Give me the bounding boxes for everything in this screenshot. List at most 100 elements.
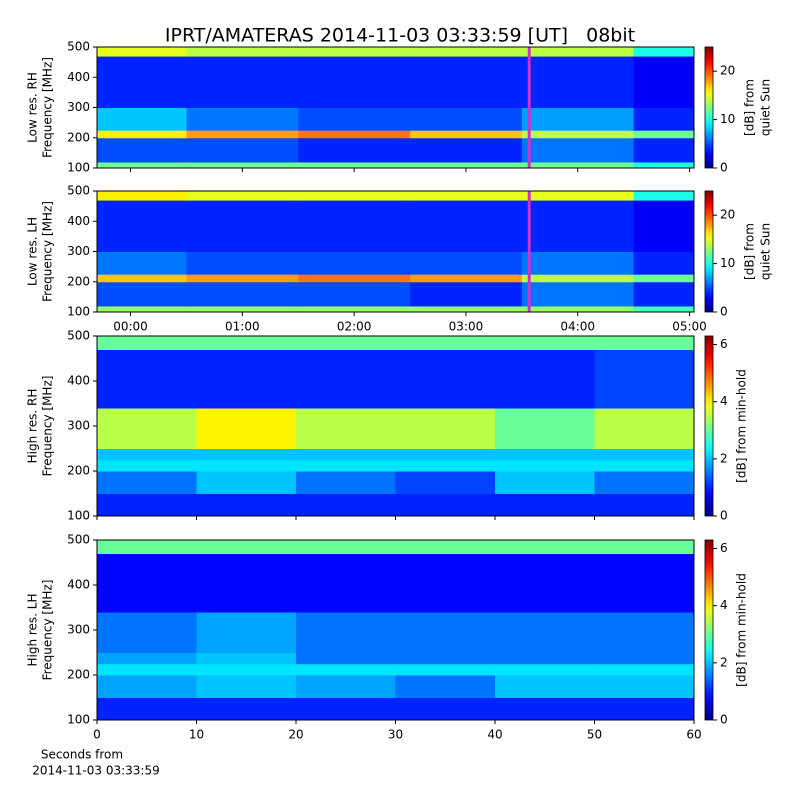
heatmap-cell xyxy=(196,349,297,409)
y-axis-label: Frequency [MHz] xyxy=(41,201,55,302)
heatmap-cell xyxy=(186,274,299,283)
heatmap-cell xyxy=(296,612,396,653)
heatmap-cell xyxy=(296,697,396,721)
heatmap-cell xyxy=(296,448,396,461)
heatmap-cell xyxy=(633,191,695,201)
heatmap-cell xyxy=(298,274,411,283)
heatmap-cell xyxy=(594,448,695,461)
x-tick-label: 03:00 xyxy=(449,320,484,334)
y-axis-label: Low res. RH xyxy=(26,72,40,143)
colorbar-tick-label: 6 xyxy=(720,337,728,351)
heatmap-cell xyxy=(410,274,523,283)
x-tick-label: 05:00 xyxy=(672,320,707,334)
heatmap-cell xyxy=(410,305,523,313)
heatmap-cell xyxy=(594,553,695,613)
y-axis-label: Frequency [MHz] xyxy=(41,580,55,681)
y-tick-label: 200 xyxy=(67,668,90,682)
heatmap-cell xyxy=(97,251,187,275)
heatmap-cell xyxy=(495,459,595,472)
y-tick-label: 100 xyxy=(67,161,90,175)
x-tick-label: 30 xyxy=(388,728,403,742)
heatmap-cell xyxy=(395,553,496,613)
heatmap-cell xyxy=(186,130,299,139)
heatmap-cell xyxy=(296,540,396,554)
heatmap-cell xyxy=(633,56,695,108)
colorbar-label: [dB] from xyxy=(743,223,757,280)
heatmap-cell xyxy=(186,107,299,131)
x-tick-label: 40 xyxy=(487,728,502,742)
heatmap-cell xyxy=(186,305,299,313)
colorbar-tick-label: 0 xyxy=(720,713,728,727)
heatmap-cell xyxy=(97,663,197,676)
y-tick-label: 300 xyxy=(67,623,90,637)
heatmap-cell xyxy=(395,652,496,665)
heatmap-cell xyxy=(97,47,187,57)
heatmap-cell xyxy=(410,200,523,252)
heatmap-cell xyxy=(395,697,496,721)
heatmap-cell xyxy=(594,697,695,721)
heatmap-cell xyxy=(196,675,297,698)
heatmap-cell xyxy=(298,281,411,307)
colorbar-label: quiet Sun xyxy=(759,223,773,280)
heatmap-cell xyxy=(521,56,635,108)
heatmap-cell xyxy=(298,161,411,169)
heatmap-cell xyxy=(594,675,695,698)
heatmap-cell xyxy=(298,107,411,131)
heatmap-cell xyxy=(594,663,695,676)
heatmap-cell xyxy=(633,161,695,169)
heatmap-cell xyxy=(196,493,297,517)
heatmap-cell xyxy=(594,612,695,653)
heatmap-cell xyxy=(410,56,523,108)
x-tick-label: 02:00 xyxy=(337,320,372,334)
heatmap-cell xyxy=(395,336,496,350)
heatmap-cell xyxy=(97,305,187,313)
heatmap-cell xyxy=(495,349,595,409)
heatmap-cell xyxy=(410,107,523,131)
chart-title: IPRT/AMATERAS 2014-11-03 03:33:59 [UT] 0… xyxy=(165,25,635,47)
y-tick-label: 200 xyxy=(67,464,90,478)
heatmap-cell xyxy=(298,191,411,201)
heatmap-cell xyxy=(296,663,396,676)
colorbar xyxy=(704,335,714,517)
heatmap-cell xyxy=(495,675,595,698)
y-tick-label: 100 xyxy=(67,509,90,523)
heatmap-cell xyxy=(186,161,299,169)
x-tick-label: 20 xyxy=(288,728,303,742)
x-tick-label: 50 xyxy=(587,728,602,742)
heatmap-cell xyxy=(395,459,496,472)
y-axis-label: High res. RH xyxy=(26,389,40,464)
x-axis-label: Seconds from xyxy=(41,748,123,762)
heatmap-cell xyxy=(633,137,695,163)
heatmap-cell xyxy=(521,281,635,307)
heatmap-cell xyxy=(594,493,695,517)
heatmap-cell xyxy=(495,697,595,721)
heatmap-cell xyxy=(186,47,299,57)
heatmap-cell xyxy=(196,459,297,472)
heatmap-cell xyxy=(186,251,299,275)
heatmap-cell xyxy=(395,675,496,698)
heatmap-cell xyxy=(521,191,635,201)
heatmap-cell xyxy=(97,612,197,653)
heatmap-cell xyxy=(521,107,635,131)
colorbar-tick-label: 0 xyxy=(720,509,728,523)
heatmap-cell xyxy=(633,305,695,313)
heatmap-cell xyxy=(97,553,197,613)
x-tick-label: 04:00 xyxy=(560,320,595,334)
colorbar xyxy=(704,539,714,721)
heatmap-cell xyxy=(410,251,523,275)
x-tick-label: 60 xyxy=(686,728,701,742)
heatmap-cell xyxy=(97,137,187,163)
y-tick-label: 400 xyxy=(67,70,90,84)
heatmap-cell xyxy=(296,349,396,409)
y-axis-label: Low res. LH xyxy=(26,217,40,286)
colorbar xyxy=(704,46,714,169)
colorbar-tick-label: 20 xyxy=(720,208,735,222)
colorbar-tick-label: 2 xyxy=(720,451,728,465)
heatmap-cell xyxy=(395,471,496,494)
heatmap-cell xyxy=(298,251,411,275)
heatmap-cell xyxy=(97,448,197,461)
heatmap-cell xyxy=(495,493,595,517)
x-tick-label: 00:00 xyxy=(113,320,148,334)
heatmap-cell xyxy=(296,471,396,494)
heatmap-cell xyxy=(196,663,297,676)
